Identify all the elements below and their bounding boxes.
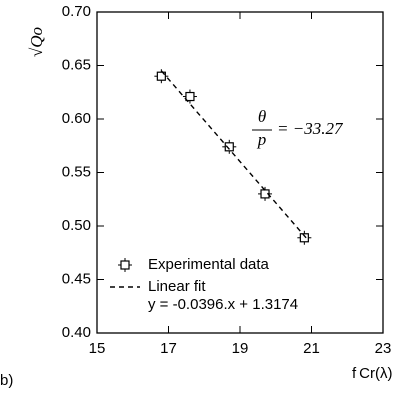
annotation-denominator: p — [257, 130, 267, 149]
annotation-numerator: θ — [258, 107, 266, 126]
marker — [222, 139, 237, 154]
y-tick-label: 0.70 — [62, 3, 91, 20]
x-tick-label: 17 — [160, 340, 177, 357]
marker — [297, 230, 312, 245]
plot-frame — [96, 11, 384, 334]
annotation-text: = −33.27 — [277, 119, 344, 138]
x-tick-label: 21 — [303, 340, 320, 357]
marker-part — [185, 91, 195, 102]
marker-part — [156, 71, 166, 81]
y-tick-label: 0.40 — [62, 324, 91, 341]
x-tick-label: 23 — [375, 340, 392, 357]
fit-line — [160, 70, 309, 241]
y-tick-label: 0.55 — [62, 163, 91, 180]
x-tick-label: 15 — [89, 340, 106, 357]
y-tick-label: 0.50 — [62, 217, 91, 234]
legend-label: Experimental data — [148, 256, 270, 273]
marker — [258, 186, 273, 201]
x-tick-label: 19 — [232, 340, 249, 357]
y-axis-label: √Qo — [27, 27, 46, 57]
marker-part — [299, 233, 309, 243]
y-tick-label: 0.45 — [62, 270, 91, 287]
panel-label: b) — [0, 372, 13, 388]
legend-label: Linear fit — [148, 278, 206, 295]
y-tick-label: 0.65 — [62, 56, 91, 73]
fit-equation: y = -0.0396.x + 1.3174 — [148, 296, 298, 313]
marker-part — [224, 142, 234, 152]
x-axis-label: f Cr(λ) — [352, 365, 393, 382]
marker — [118, 258, 132, 272]
y-tick-label: 0.60 — [62, 110, 91, 127]
marker-part — [120, 260, 130, 270]
marker — [182, 89, 197, 104]
